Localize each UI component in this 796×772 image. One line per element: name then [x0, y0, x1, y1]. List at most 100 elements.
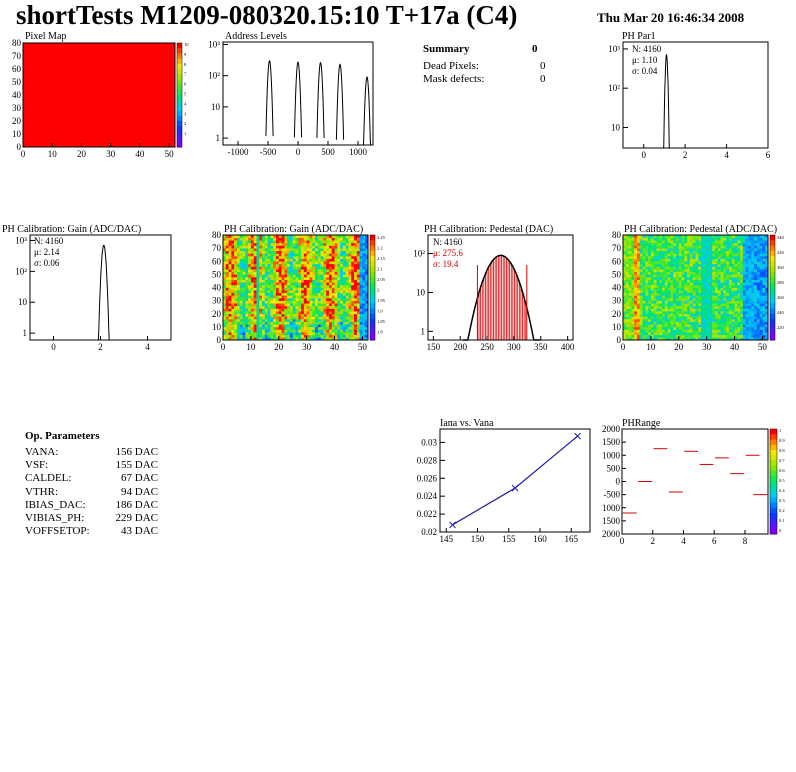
heatmap-cell	[262, 274, 266, 278]
heatmap-cell	[351, 326, 355, 330]
heatmap-cell	[634, 261, 638, 265]
palette-cell	[770, 471, 777, 477]
heatmap-cell	[275, 298, 280, 301]
heatmap-cell	[659, 287, 663, 291]
heatmap-cell	[231, 303, 235, 307]
heatmap-cell	[701, 313, 705, 317]
heatmap-cell	[650, 326, 654, 330]
heatmap-cell	[689, 274, 694, 278]
heatmap-cell	[234, 269, 238, 273]
heatmap-cell	[234, 334, 238, 338]
heatmap-cell	[742, 337, 746, 341]
heatmap-cell	[231, 253, 235, 257]
heatmap-cell	[759, 290, 763, 294]
heatmap-cell	[642, 279, 646, 283]
heatmap-cell	[295, 308, 299, 312]
heatmap-cell	[623, 321, 627, 325]
heatmap-cell	[636, 295, 641, 299]
heatmap-cell	[270, 300, 274, 304]
heatmap-cell	[317, 256, 321, 259]
heatmap-cell	[709, 321, 713, 325]
heatmap-cell	[309, 334, 313, 338]
heatmap-cell	[659, 240, 663, 244]
heatmap-cell	[678, 250, 682, 254]
heatmap-cell	[689, 308, 694, 312]
heatmap-cell	[275, 245, 280, 249]
heatmap-cell	[636, 256, 641, 259]
heatmap-cell	[715, 334, 719, 338]
heatmap-cell	[239, 303, 243, 307]
heatmap-cell	[748, 292, 752, 296]
x-tick-label: 40	[730, 342, 740, 352]
palette-cell	[177, 115, 182, 122]
heatmap-cell	[706, 308, 710, 312]
heatmap-cell	[728, 269, 733, 273]
heatmap-cell	[670, 332, 674, 336]
heatmap-cell	[278, 277, 282, 280]
heatmap-cell	[631, 319, 635, 322]
heatmap-cell	[726, 274, 730, 278]
heatmap-cell	[656, 242, 660, 246]
heatmap-cell	[284, 258, 288, 262]
palette-cell	[177, 131, 182, 138]
heatmap-cell	[354, 274, 358, 278]
palette-cell	[177, 110, 182, 117]
heatmap-cell	[356, 250, 360, 254]
heatmap-cell	[650, 334, 654, 338]
heatmap-cell	[270, 313, 274, 317]
heatmap-cell	[259, 279, 263, 283]
heatmap-cell	[301, 266, 305, 270]
heatmap-cell	[317, 334, 321, 338]
heatmap-cell	[253, 237, 257, 241]
heatmap-cell	[673, 266, 677, 270]
heatmap-cell	[639, 300, 643, 304]
heatmap-cell	[720, 258, 724, 262]
heatmap-cell	[689, 329, 694, 333]
heatmap-cell	[656, 253, 660, 257]
heatmap-cell	[354, 266, 358, 270]
heatmap-cell	[751, 261, 755, 265]
heatmap-cell	[762, 269, 766, 273]
heatmap-cell	[709, 235, 713, 238]
stat-mean: μ: 2.14	[34, 247, 60, 257]
y-tick-label: 40	[12, 90, 22, 100]
heatmap-cell	[270, 311, 274, 315]
heatmap-cell	[662, 240, 666, 244]
heatmap-cell	[756, 282, 760, 286]
heatmap-cell	[689, 279, 694, 283]
x-tick-label: 50	[758, 342, 768, 352]
heatmap-cell	[664, 242, 668, 246]
heatmap-cell	[289, 235, 294, 238]
heatmap-cell	[234, 319, 238, 322]
heatmap-cell	[225, 242, 229, 246]
heatmap-cell	[703, 298, 707, 301]
heatmap-cell	[345, 256, 349, 259]
heatmap-cell	[748, 337, 752, 341]
heatmap-cell	[684, 253, 688, 257]
heatmap-cell	[625, 258, 629, 262]
heatmap-cell	[726, 271, 730, 275]
heatmap-cell	[712, 250, 716, 254]
heatmap-cell	[706, 269, 710, 273]
heatmap-cell	[342, 250, 346, 254]
heatmap-cell	[648, 237, 652, 241]
heatmap-cell	[223, 329, 227, 333]
heatmap-cell	[684, 256, 688, 259]
heatmap-cell	[223, 245, 227, 249]
heatmap-cell	[365, 295, 369, 299]
heatmap-cell	[256, 261, 260, 265]
heatmap-cell	[267, 305, 271, 309]
heatmap-cell	[625, 295, 629, 299]
heatmap-cell	[298, 274, 302, 278]
chart-title: PH Par1	[622, 31, 656, 42]
heatmap-cell	[295, 248, 299, 252]
heatmap-cell	[737, 250, 741, 254]
heatmap-cell	[706, 295, 710, 299]
heatmap-cell	[751, 269, 755, 273]
heatmap-cell	[664, 266, 668, 270]
heatmap-cell	[223, 271, 227, 275]
heatmap-cell	[695, 303, 699, 307]
heatmap-cell	[295, 261, 299, 265]
heatmap-cell	[623, 295, 627, 299]
